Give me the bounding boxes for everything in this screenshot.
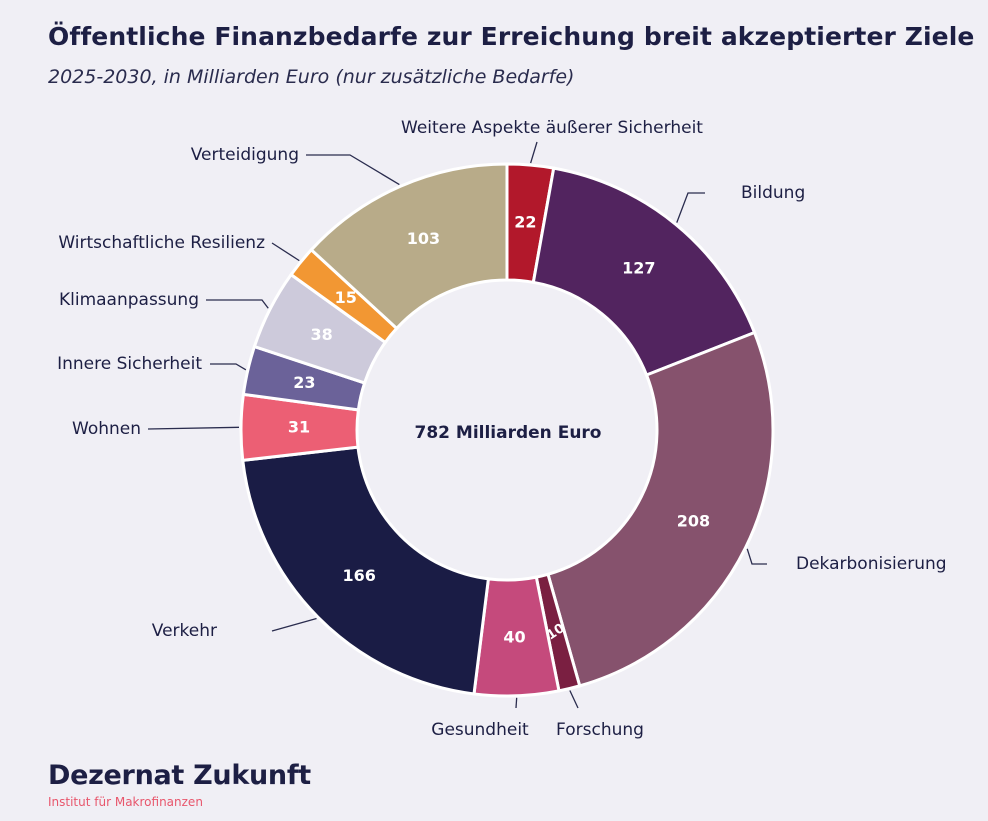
value-label: 103 [407,229,440,248]
category-label: Weitere Aspekte äußerer Sicherheit [401,118,703,138]
center-total-label: 782 Milliarden Euro [415,423,602,443]
value-label: 38 [311,325,333,344]
category-label: Dekarbonisierung [796,554,947,574]
category-label: Verteidigung [191,145,299,165]
value-label: 40 [503,627,525,646]
leader-line [515,697,518,709]
leader-line [271,242,300,262]
chart-subtitle: 2025-2030, in Milliarden Euro (nur zusät… [48,66,575,88]
leader-line [569,690,579,709]
leader-line [530,141,538,164]
category-label: Innere Sicherheit [57,354,202,374]
value-label: 208 [677,512,710,531]
donut-slice [241,445,491,696]
value-label: 31 [288,417,310,436]
donut-slice [546,330,775,688]
leader-line [676,192,705,223]
category-label: Forschung [556,720,644,740]
leader-lines [147,141,767,709]
category-label: Wirtschaftliche Resilienz [58,233,265,253]
donut-slice [309,162,509,331]
logo-wordmark: Dezernat Zukunft [48,760,311,791]
leader-line [147,426,240,430]
category-labels: Weitere Aspekte äußerer Sicherheit Bildun… [57,118,946,740]
value-label: 127 [622,259,655,278]
category-label: Bildung [741,183,805,203]
value-label: 15 [335,288,357,307]
category-label: Gesundheit [431,720,529,740]
leader-line [210,363,247,371]
leader-line [746,548,767,565]
value-label: 22 [514,212,536,231]
category-label: Wohnen [72,419,141,439]
chart-title: Öffentliche Finanzbedarfe zur Erreichung… [48,22,975,51]
category-label: Verkehr [152,621,217,641]
leader-line [271,617,317,632]
donut-slices [239,162,775,698]
value-label: 166 [342,566,375,585]
leader-line [206,299,269,309]
value-label: 23 [293,373,315,392]
logo-tagline: Institut für Makrofinanzen [48,795,203,809]
category-label: Klimaanpassung [59,290,199,310]
donut-slice [531,166,757,377]
leader-line [306,154,400,186]
